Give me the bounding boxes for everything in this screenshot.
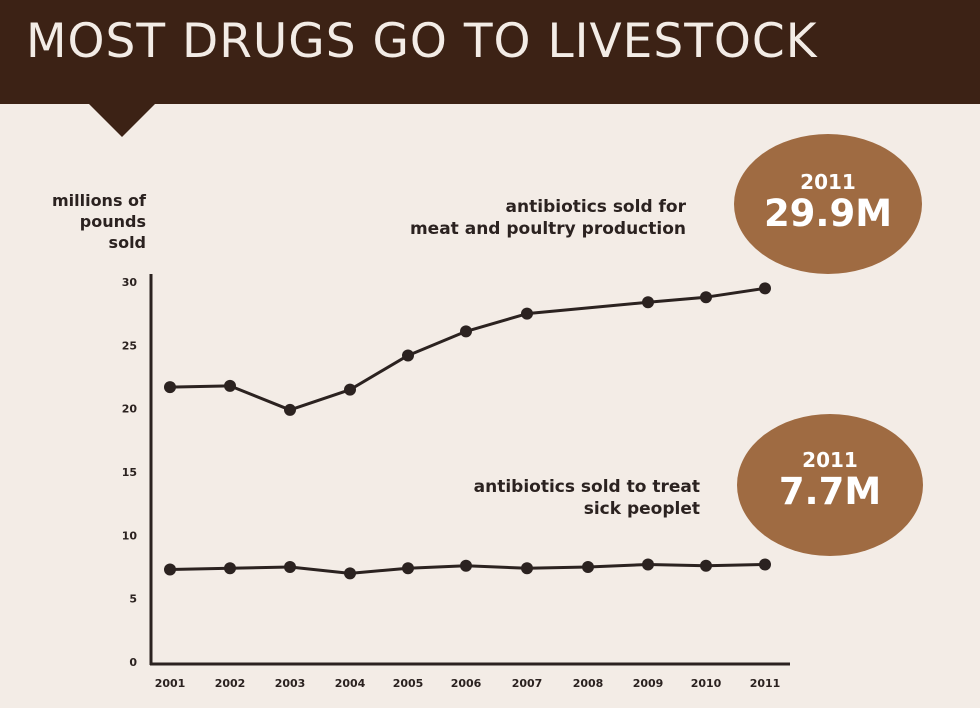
header-notch <box>88 103 156 137</box>
data-point <box>402 349 414 362</box>
y-axis-label-line: millions of <box>51 191 146 210</box>
data-point <box>164 563 176 576</box>
data-point <box>460 325 472 338</box>
data-point <box>521 562 533 575</box>
data-point <box>344 383 356 396</box>
x-tick-label: 2010 <box>691 677 722 690</box>
y-tick-label: 10 <box>122 529 138 542</box>
x-tick-label: 2001 <box>155 677 186 690</box>
x-tick-label: 2008 <box>573 677 604 690</box>
data-point <box>759 558 771 571</box>
badge-value: 29.9M <box>763 192 893 235</box>
livestock-series-label: antibiotics sold for meat and poultry pr… <box>300 196 686 240</box>
x-tick-label: 2006 <box>451 677 482 690</box>
people-label-line: antibiotics sold to treat <box>473 477 700 497</box>
data-point <box>521 307 533 320</box>
people-label-line: sick peoplet <box>583 499 700 519</box>
livestock-label-line: antibiotics sold for <box>505 197 686 217</box>
data-point <box>402 562 414 575</box>
people-2011-badge: 2011 7.7M <box>737 414 923 556</box>
data-point <box>224 562 236 575</box>
data-point <box>460 559 472 572</box>
data-point <box>642 558 654 571</box>
people-series-label: antibiotics sold to treat sick peoplet <box>360 476 700 520</box>
y-axis-label-line: sold <box>108 233 146 252</box>
data-point <box>582 561 594 573</box>
data-point <box>700 559 712 572</box>
livestock-label-line: meat and poultry production <box>409 219 686 239</box>
y-tick-label: 30 <box>122 276 138 289</box>
data-point <box>164 381 176 394</box>
livestock-2011-badge: 2011 29.9M <box>734 134 922 274</box>
x-tick-label: 2002 <box>215 677 246 690</box>
y-tick-label: 5 <box>129 593 137 606</box>
data-point <box>284 403 296 416</box>
x-tick-label: 2005 <box>393 677 424 690</box>
y-tick-label: 20 <box>122 403 138 416</box>
badge-year: 2011 <box>800 170 856 194</box>
series-line <box>169 286 766 412</box>
x-tick-label: 2004 <box>335 677 366 690</box>
data-point <box>284 561 296 573</box>
x-tick-label: 2007 <box>512 677 543 690</box>
y-axis-label: millions of pounds sold <box>10 190 146 253</box>
x-tick-label: 2011 <box>750 677 781 690</box>
data-point <box>224 379 236 392</box>
badge-value: 7.7M <box>778 470 882 513</box>
y-tick-label: 15 <box>122 466 137 479</box>
data-point <box>759 282 771 295</box>
y-tick-label: 25 <box>122 339 137 352</box>
header-banner: MOST DRUGS GO TO LIVESTOCK <box>0 0 980 104</box>
x-tick-label: 2009 <box>633 677 664 690</box>
data-point <box>344 567 356 580</box>
data-point <box>700 291 712 304</box>
y-axis-label-line: pounds <box>79 212 146 231</box>
x-tick-label: 2003 <box>275 677 306 690</box>
data-point <box>642 296 654 309</box>
badge-year: 2011 <box>802 448 858 472</box>
y-tick-label: 0 <box>129 656 137 669</box>
page-title: MOST DRUGS GO TO LIVESTOCK <box>26 14 818 69</box>
